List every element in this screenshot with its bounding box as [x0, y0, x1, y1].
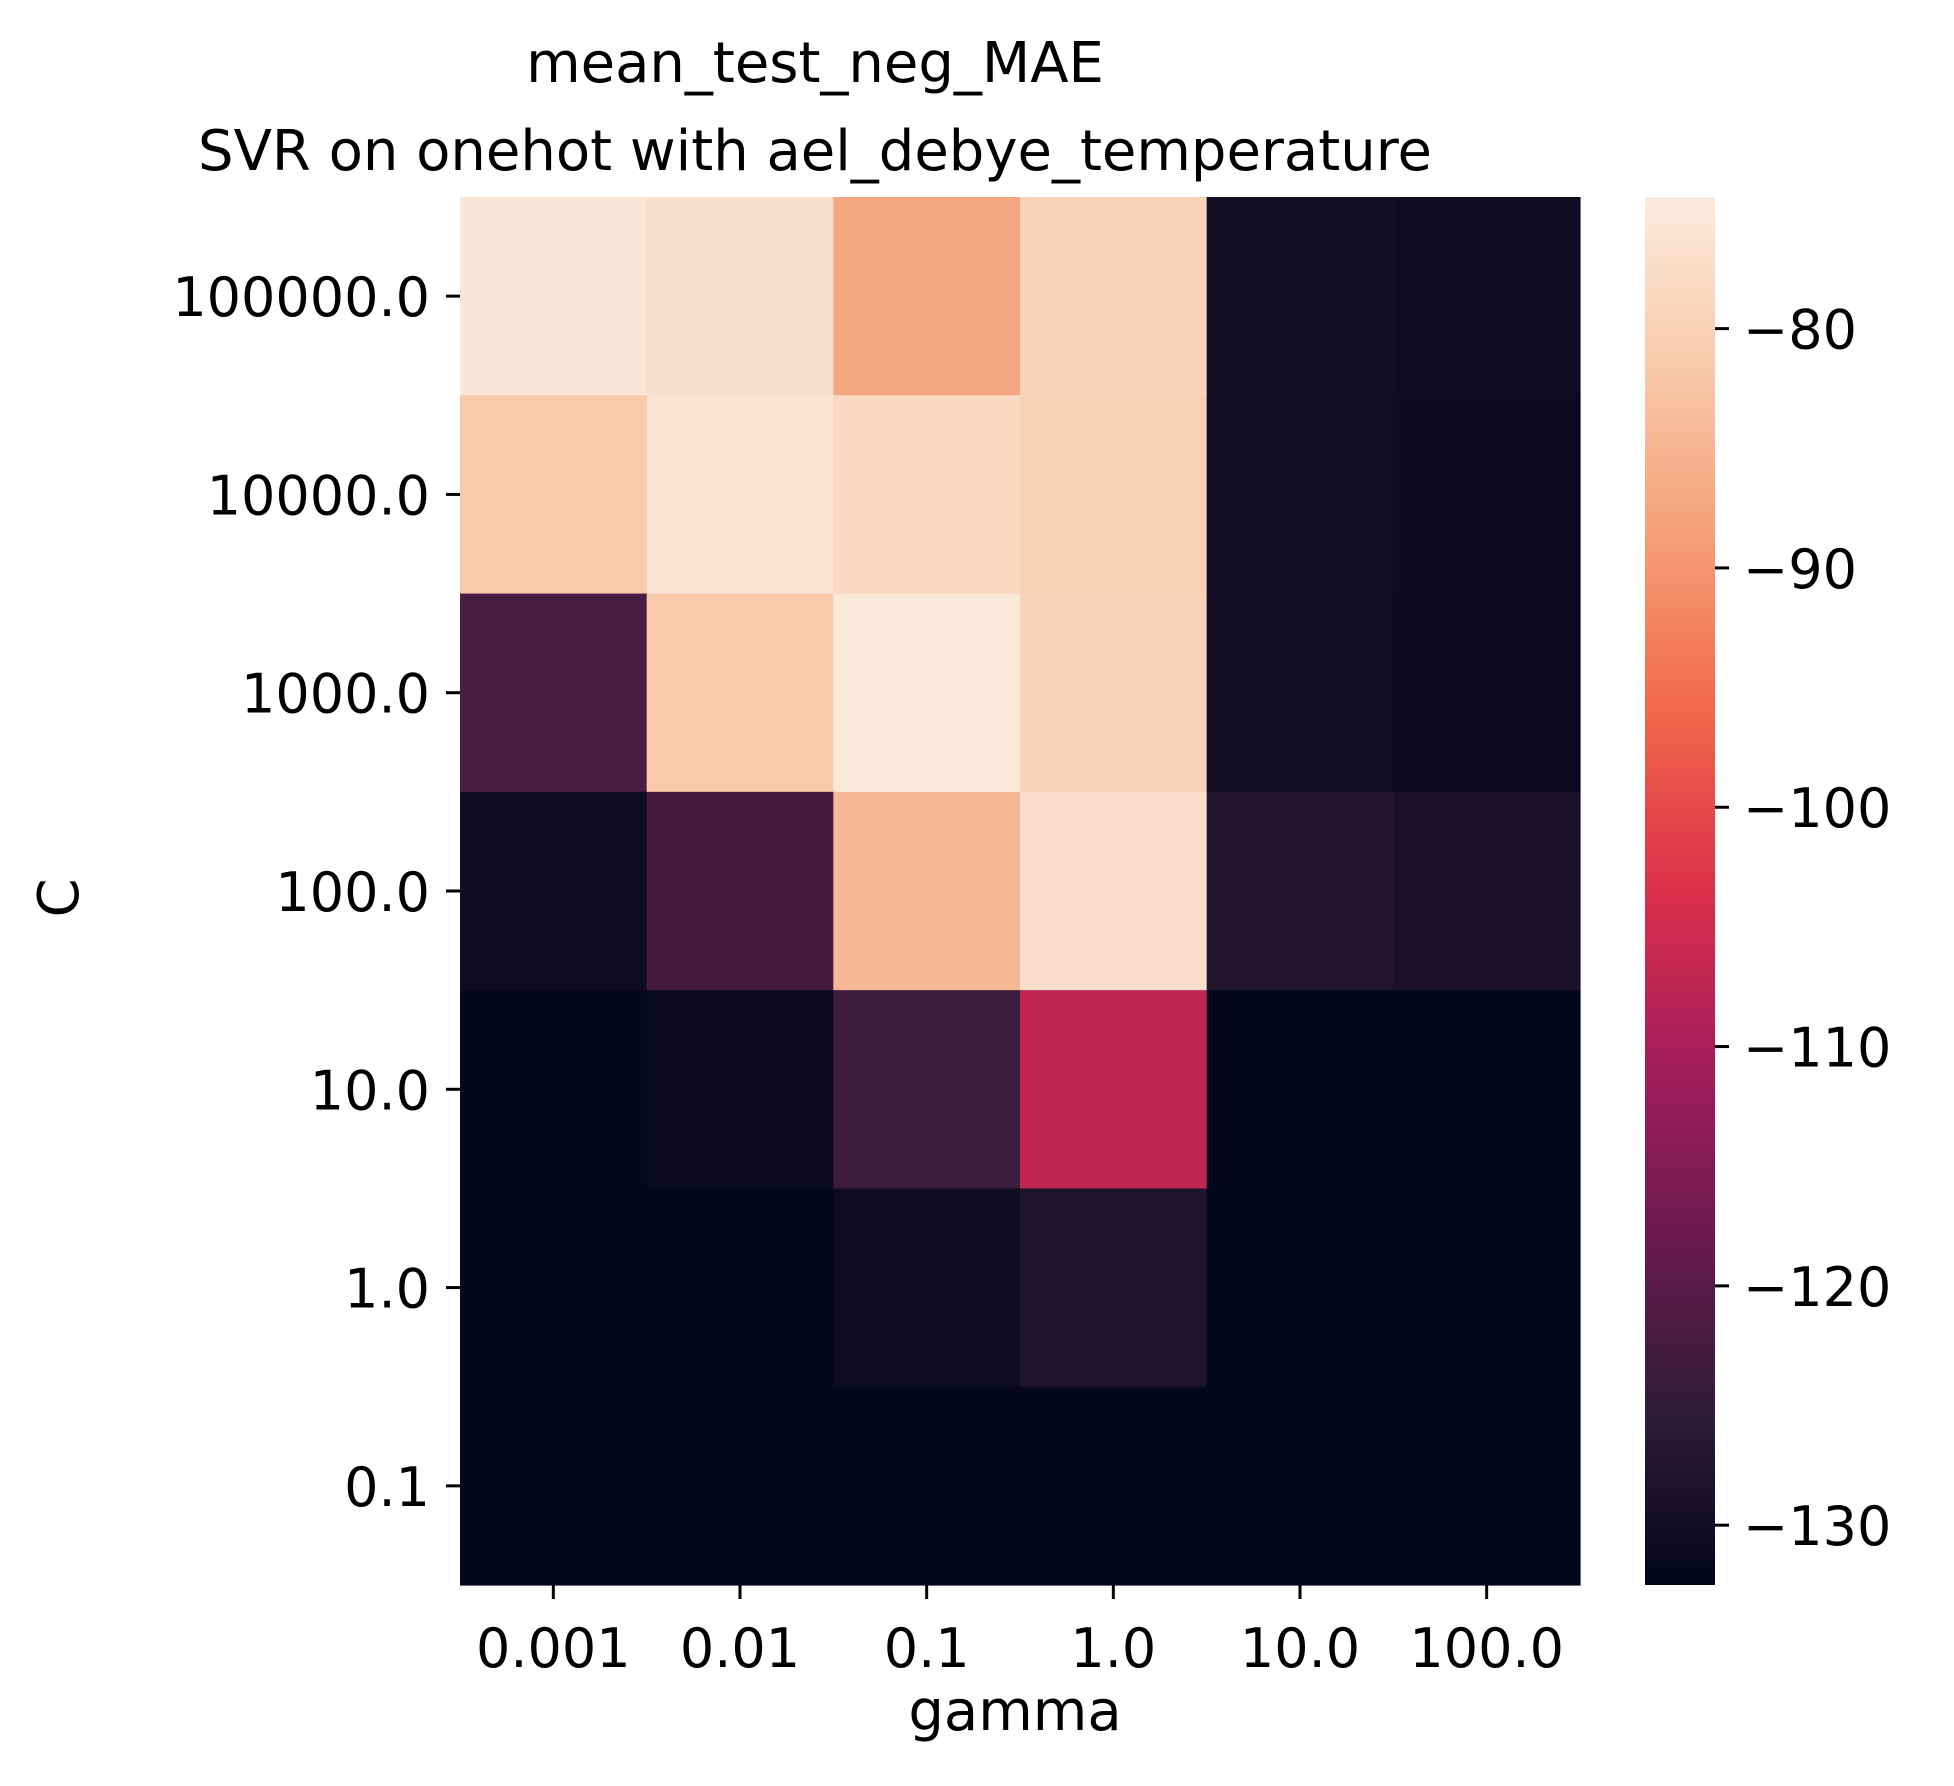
heatmap-cell — [460, 395, 648, 595]
heatmap-cell — [1393, 990, 1581, 1190]
heatmap-cell — [833, 593, 1021, 793]
colorbar-tick-label: −80 — [1743, 299, 1857, 362]
heatmap-cell — [1393, 1188, 1581, 1388]
colorbar-tick-label: −110 — [1743, 1017, 1891, 1080]
heatmap-cell — [1393, 197, 1581, 396]
heatmap-cell — [1206, 197, 1394, 396]
x-tick-label: 100.0 — [1409, 1617, 1564, 1680]
chart-subtitle: SVR on onehot with ael_debye_temperature — [198, 119, 1432, 184]
heatmap-cell — [833, 791, 1021, 991]
y-axis-label: C — [27, 878, 92, 917]
heatmap-cell — [646, 1386, 834, 1586]
y-tick-label: 10000.0 — [207, 464, 430, 527]
heatmap-cell — [1206, 1386, 1394, 1586]
heatmap-cell — [1206, 395, 1394, 595]
x-tick-label: 1.0 — [1070, 1617, 1156, 1680]
heatmap-cell — [646, 791, 834, 991]
heatmap-cell — [460, 593, 648, 793]
x-tick-label: 0.1 — [884, 1617, 970, 1680]
y-tick-label: 0.1 — [344, 1456, 430, 1519]
x-tick-label: 0.01 — [680, 1617, 800, 1680]
heatmap-cell — [1020, 990, 1208, 1190]
x-axis-ticks: 0.001 0.01 0.1 1.0 10.0 100.0 — [476, 1585, 1564, 1680]
colorbar-tick-label: −130 — [1743, 1495, 1891, 1558]
chart-title: mean_test_neg_MAE — [526, 31, 1104, 96]
heatmap-cell — [460, 1386, 648, 1586]
y-tick-label: 1000.0 — [241, 663, 430, 726]
heatmap-cell — [1393, 395, 1581, 595]
colorbar-gradient — [1645, 197, 1715, 1585]
heatmap-cell — [833, 990, 1021, 1190]
heatmap-cell — [460, 1188, 648, 1388]
heatmap-cell — [1020, 593, 1208, 793]
heatmap-cell — [833, 197, 1021, 396]
heatmap-cell — [1206, 990, 1394, 1190]
colorbar: −80 −90 −100 −110 −120 −130 — [1645, 197, 1891, 1585]
heatmap-cells — [460, 197, 1581, 1586]
heatmap-cell — [646, 990, 834, 1190]
heatmap-cell — [460, 990, 648, 1190]
colorbar-ticks: −80 −90 −100 −110 −120 −130 — [1715, 299, 1891, 1558]
colorbar-tick-label: −90 — [1743, 538, 1857, 601]
heatmap-cell — [833, 395, 1021, 595]
x-tick-label: 0.001 — [476, 1617, 631, 1680]
heatmap-cell — [1020, 1386, 1208, 1586]
heatmap-cell — [460, 791, 648, 991]
heatmap-cell — [646, 593, 834, 793]
heatmap-cell — [646, 197, 834, 396]
y-tick-label: 100.0 — [275, 861, 430, 924]
heatmap-cell — [1393, 1386, 1581, 1586]
x-axis-label: gamma — [908, 1679, 1121, 1744]
colorbar-tick-label: −120 — [1743, 1256, 1891, 1319]
y-tick-label: 100000.0 — [172, 266, 430, 329]
heatmap-cell — [1020, 197, 1208, 396]
heatmap-cell — [646, 1188, 834, 1388]
heatmap-cell — [1020, 395, 1208, 595]
x-tick-label: 10.0 — [1240, 1617, 1360, 1680]
heatmap-cell — [1393, 593, 1581, 793]
heatmap-cell — [1020, 1188, 1208, 1388]
heatmap-cell — [1206, 593, 1394, 793]
heatmap-cell — [460, 197, 648, 396]
y-tick-label: 1.0 — [344, 1258, 430, 1321]
heatmap-cell — [833, 1386, 1021, 1586]
y-tick-label: 10.0 — [310, 1059, 430, 1122]
heatmap-cell — [1393, 791, 1581, 991]
colorbar-tick-label: −100 — [1743, 777, 1891, 840]
heatmap-cell — [1206, 791, 1394, 991]
heatmap-cell — [1206, 1188, 1394, 1388]
heatmap-cell — [833, 1188, 1021, 1388]
heatmap-cell — [1020, 791, 1208, 991]
y-axis-ticks: 100000.0 10000.0 1000.0 100.0 10.0 1.0 0.1 — [172, 266, 460, 1519]
heatmap-cell — [646, 395, 834, 595]
